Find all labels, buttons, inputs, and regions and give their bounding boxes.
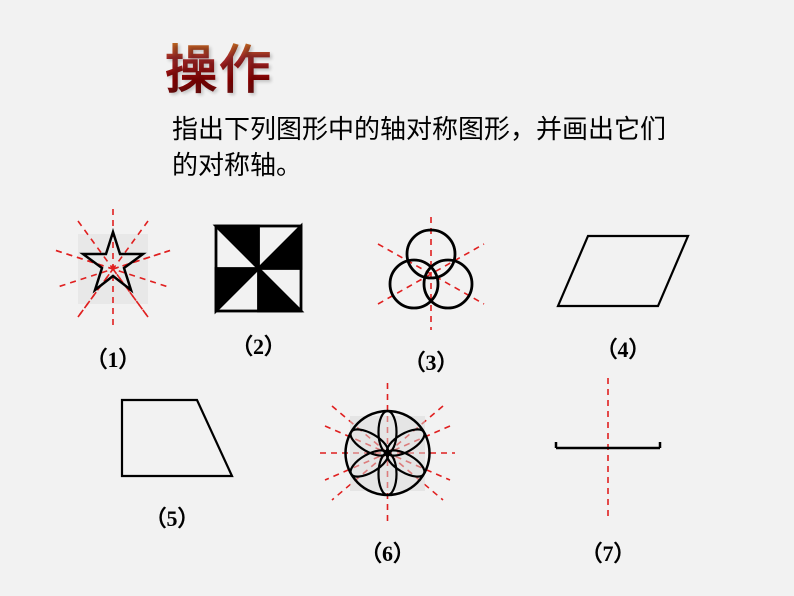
page-title: 操作 bbox=[165, 28, 273, 103]
figure-1-label: （1） bbox=[48, 342, 178, 374]
figure-4-label: （4） bbox=[548, 332, 698, 364]
instruction-text: 指出下列图形中的轴对称图形，并画出它们的对称轴。 bbox=[172, 112, 672, 185]
flower-diagram bbox=[310, 378, 465, 528]
figure-1: （1） bbox=[48, 204, 178, 374]
trapezoid-shape bbox=[122, 400, 232, 476]
figure-4: （4） bbox=[548, 224, 698, 364]
figure-3-label: （3） bbox=[366, 345, 496, 377]
parallelogram-diagram bbox=[548, 224, 698, 324]
pinwheel-diagram bbox=[206, 216, 311, 321]
figure-7-label: （7） bbox=[538, 536, 678, 568]
star-center-dashes bbox=[112, 265, 114, 267]
parallelogram-shape bbox=[558, 236, 688, 306]
figure-2-label: （2） bbox=[206, 329, 311, 361]
figure-7: （7） bbox=[538, 368, 678, 568]
figure-6-label: （6） bbox=[310, 536, 465, 568]
figure-5-label: （5） bbox=[102, 501, 242, 533]
figure-2: （2） bbox=[206, 216, 311, 361]
segment-diagram bbox=[538, 368, 678, 528]
star-diagram bbox=[48, 204, 178, 334]
tripetal-diagram bbox=[366, 212, 496, 337]
pinwheel-shape bbox=[216, 226, 301, 311]
figure-6: （6） bbox=[310, 378, 465, 568]
trapezoid-diagram bbox=[102, 388, 242, 493]
star-axes bbox=[56, 209, 170, 329]
figure-5: （5） bbox=[102, 388, 242, 533]
figure-3: （3） bbox=[366, 212, 496, 377]
